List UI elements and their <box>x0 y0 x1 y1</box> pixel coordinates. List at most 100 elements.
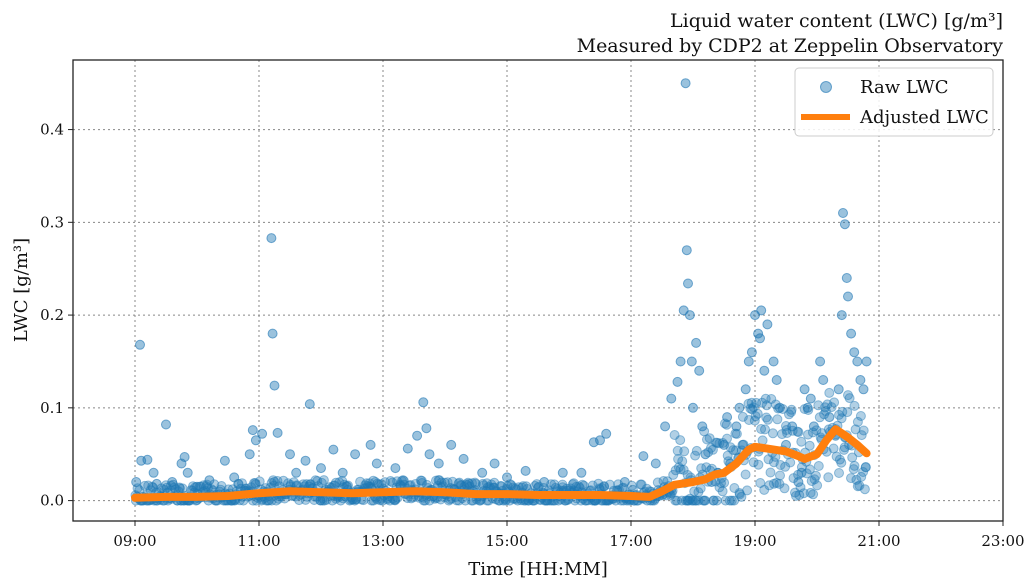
raw-lwc-point <box>699 426 710 437</box>
raw-lwc-point <box>768 478 779 489</box>
raw-lwc-point <box>398 475 408 486</box>
raw-lwc-point <box>836 413 847 424</box>
raw-lwc-point <box>398 475 409 486</box>
raw-lwc-point <box>772 414 783 425</box>
raw-lwc-point <box>763 454 774 465</box>
raw-lwc-point <box>852 356 863 367</box>
raw-lwc-point <box>729 483 740 493</box>
chart-title: Liquid water content (LWC) [g/m³] <box>670 10 1003 32</box>
raw-lwc-point <box>489 458 500 469</box>
raw-lwc-point <box>856 430 867 441</box>
x-axis-label: Time [HH:MM] <box>468 559 608 580</box>
raw-lwc-point <box>160 480 171 491</box>
raw-lwc-point <box>731 428 742 439</box>
raw-lwc-point <box>770 399 781 410</box>
raw-lwc-point <box>764 480 775 491</box>
raw-lwc-point <box>675 435 686 446</box>
raw-lwc-point <box>599 481 609 492</box>
raw-lwc-point <box>726 495 737 506</box>
raw-lwc-point <box>143 480 154 491</box>
raw-lwc-point <box>792 426 803 437</box>
raw-lwc-point <box>814 412 825 423</box>
raw-lwc-point <box>799 384 810 395</box>
raw-lwc-point <box>843 390 853 401</box>
chart-subtitle: Measured by CDP2 at Zeppelin Observatory <box>577 35 1004 57</box>
raw-lwc-point <box>635 479 646 490</box>
raw-lwc-point <box>337 467 348 478</box>
raw-lwc-point <box>482 478 492 489</box>
raw-lwc-point <box>595 435 605 446</box>
raw-lwc-point <box>842 407 853 418</box>
raw-lwc-point <box>688 495 699 506</box>
raw-lwc-point <box>557 479 568 490</box>
raw-lwc-point <box>673 454 684 464</box>
raw-lwc-point <box>539 477 550 487</box>
raw-lwc-point <box>202 479 212 490</box>
raw-lwc-point <box>179 452 190 462</box>
raw-lwc-point <box>675 464 686 475</box>
raw-lwc-point <box>365 439 376 450</box>
raw-lwc-point <box>839 219 850 230</box>
raw-lwc-point <box>716 478 726 489</box>
raw-lwc-point <box>161 482 172 493</box>
raw-lwc-point <box>390 495 401 506</box>
raw-lwc-point <box>677 456 688 467</box>
raw-lwc-point <box>846 473 856 484</box>
raw-lwc-point <box>675 356 686 367</box>
raw-lwc-point <box>725 442 736 453</box>
raw-lwc-point <box>717 438 728 448</box>
raw-lwc-point <box>806 476 817 486</box>
raw-lwc-point <box>714 438 725 449</box>
raw-lwc-point <box>604 479 615 490</box>
raw-lwc-point <box>809 474 820 485</box>
raw-lwc-point <box>132 483 143 494</box>
raw-lwc-point <box>791 490 801 501</box>
raw-lwc-point <box>601 428 612 439</box>
raw-lwc-point <box>285 449 295 460</box>
raw-lwc-point <box>694 365 705 376</box>
raw-lwc-point <box>823 472 834 483</box>
y-tick-label: 0.4 <box>40 121 64 139</box>
raw-lwc-point <box>447 476 458 487</box>
raw-lwc-point <box>676 495 687 506</box>
raw-lwc-point <box>824 412 835 423</box>
raw-lwc-point <box>337 476 348 486</box>
raw-lwc-point <box>722 433 732 444</box>
raw-lwc-point <box>420 495 431 506</box>
raw-lwc-point <box>693 487 704 498</box>
raw-lwc-point <box>364 478 375 489</box>
raw-lwc-point <box>250 478 261 488</box>
raw-lwc-point <box>266 478 277 488</box>
raw-lwc-point <box>182 467 193 478</box>
raw-lwc-point <box>619 477 630 487</box>
raw-lwc-point <box>860 462 871 472</box>
plot-frame <box>72 59 1004 522</box>
raw-lwc-point <box>680 495 691 506</box>
raw-lwc-point <box>861 356 872 367</box>
raw-lwc-point <box>139 480 150 491</box>
raw-lwc-point <box>817 428 827 439</box>
raw-lwc-point <box>684 310 695 321</box>
raw-lwc-point <box>745 403 756 414</box>
raw-lwc-point <box>421 423 432 434</box>
raw-lwc-point <box>794 490 805 501</box>
raw-lwc-point <box>812 480 823 491</box>
raw-lwc-point <box>788 473 799 484</box>
raw-lwc-point <box>368 475 379 486</box>
raw-lwc-point <box>418 397 429 408</box>
raw-lwc-point <box>318 475 329 486</box>
raw-lwc-point <box>787 425 798 436</box>
raw-lwc-point <box>796 462 807 473</box>
raw-lwc-point <box>415 475 426 486</box>
raw-lwc-point <box>803 429 813 440</box>
raw-lwc-point <box>751 397 762 408</box>
raw-lwc-point <box>860 462 871 473</box>
x-tick-label: 15:00 <box>485 532 528 550</box>
raw-lwc-point <box>489 477 500 488</box>
raw-lwc-point <box>371 458 382 469</box>
raw-lwc-point <box>670 465 681 476</box>
raw-lwc-point <box>636 479 647 490</box>
raw-lwc-point <box>668 469 679 480</box>
raw-lwc-point <box>267 328 278 339</box>
raw-lwc-point <box>717 486 728 497</box>
